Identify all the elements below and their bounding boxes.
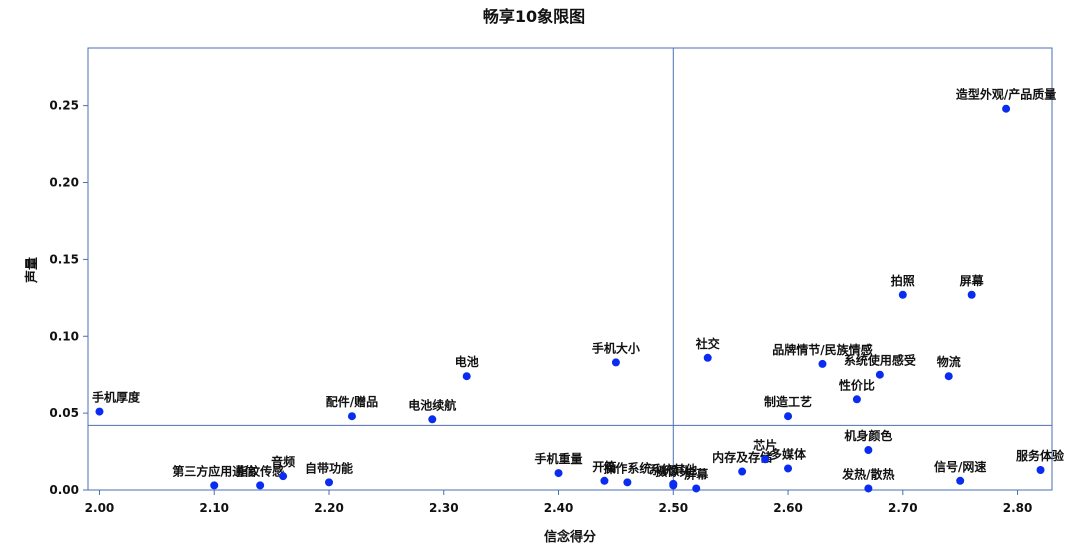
data-point [256, 481, 265, 490]
x-tick-label: 2.30 [429, 501, 459, 515]
data-point [669, 481, 678, 490]
y-tick-label: 0.25 [49, 99, 79, 113]
data-point [761, 455, 770, 464]
data-point-label: 物流 [937, 354, 961, 369]
y-tick-label: 0.10 [49, 329, 79, 343]
data-point-label: 操作系统 [603, 460, 651, 475]
data-point-label: 系统使用感受 [844, 353, 916, 368]
data-point [428, 415, 437, 424]
data-point-label: 手机重量 [535, 451, 583, 466]
data-point-label: 音频 [271, 454, 295, 469]
data-point-label: 多媒体 [770, 446, 807, 461]
data-point [279, 472, 288, 481]
data-point-label: 电池续航 [408, 397, 456, 412]
data-point [864, 484, 873, 493]
x-axis: 2.00 2.10 2.20 2.30 2.40 2.50 2.60 2.70 2.80 [85, 490, 1033, 515]
data-point-label: 机身颜色 [844, 428, 892, 443]
y-tick-label: 0.15 [49, 252, 79, 266]
data-point [462, 372, 471, 381]
data-point [600, 476, 609, 485]
data-point-label: 手机厚度 [92, 390, 141, 405]
data-point-label: 制造工艺 [764, 394, 812, 409]
data-point [956, 476, 965, 485]
data-point [703, 353, 712, 362]
data-point-label: 屏幕 [683, 466, 709, 481]
y-axis: 0.00 0.05 0.10 0.15 0.20 0.25 [49, 99, 88, 497]
y-tick-label: 0.20 [49, 176, 79, 190]
data-point [210, 481, 219, 490]
data-point-label: 内存及存储 [712, 450, 772, 465]
data-point [784, 412, 793, 421]
x-axis-label: 信念得分 [544, 529, 596, 545]
data-point-label: 电池 [455, 354, 479, 369]
y-tick-label: 0.00 [49, 483, 79, 497]
data-point-label: 开箱 [592, 459, 616, 474]
x-tick-label: 2.60 [773, 501, 803, 515]
data-point-label: 系统其他 [649, 462, 697, 477]
y-tick-label: 0.05 [49, 406, 79, 420]
data-point-label: 社交 [695, 336, 720, 351]
data-point-label: 发热/散热 [841, 466, 894, 481]
data-point [875, 370, 884, 379]
plot-area-frame [87, 47, 1053, 491]
data-point [818, 359, 827, 368]
data-point [967, 290, 976, 299]
data-point-label: 拍照 [891, 273, 915, 288]
x-tick-label: 2.70 [888, 501, 918, 515]
data-point [347, 412, 356, 421]
data-point [325, 478, 333, 487]
data-point-label: 造型外观/产品质量 [956, 87, 1056, 102]
data-point [852, 395, 861, 404]
data-point-label: 品牌情节/民族情感 [772, 342, 872, 357]
data-point-label: 第三方应用通信 [172, 463, 256, 478]
data-point-label: 信号/网速 [934, 459, 986, 474]
data-point-label: 屏幕 [959, 273, 985, 288]
x-tick-label: 2.00 [85, 501, 115, 515]
data-point-label: 配件/赠品 [326, 394, 378, 409]
data-point [611, 358, 620, 367]
data-point-label: 自带功能 [305, 460, 353, 475]
data-point [1036, 466, 1045, 475]
data-point [944, 372, 953, 381]
data-point [623, 478, 632, 487]
data-point [1002, 104, 1011, 113]
x-tick-label: 2.50 [658, 501, 688, 515]
x-tick-label: 2.20 [314, 501, 344, 515]
data-point-label: 手机大小 [592, 340, 640, 355]
x-tick-label: 2.10 [199, 501, 229, 515]
data-point-label: 芯片 [753, 437, 777, 452]
y-axis-label: 声量 [24, 257, 40, 284]
data-point [692, 484, 701, 493]
x-tick-label: 2.40 [544, 501, 574, 515]
data-point-label: 服务体验 [1016, 448, 1065, 463]
data-point-label: 指纹传感 [236, 463, 284, 478]
data-point [898, 290, 907, 299]
data-point [784, 464, 793, 473]
x-tick-label: 2.80 [1003, 501, 1033, 515]
data-point [554, 469, 563, 478]
data-point-label: 性价比 [838, 377, 875, 392]
data-point [864, 446, 873, 455]
data-point [95, 407, 104, 416]
data-point [738, 467, 747, 476]
chart-title: 畅享10象限图 [483, 7, 585, 26]
data-point-label: 摄像头 [655, 463, 691, 478]
